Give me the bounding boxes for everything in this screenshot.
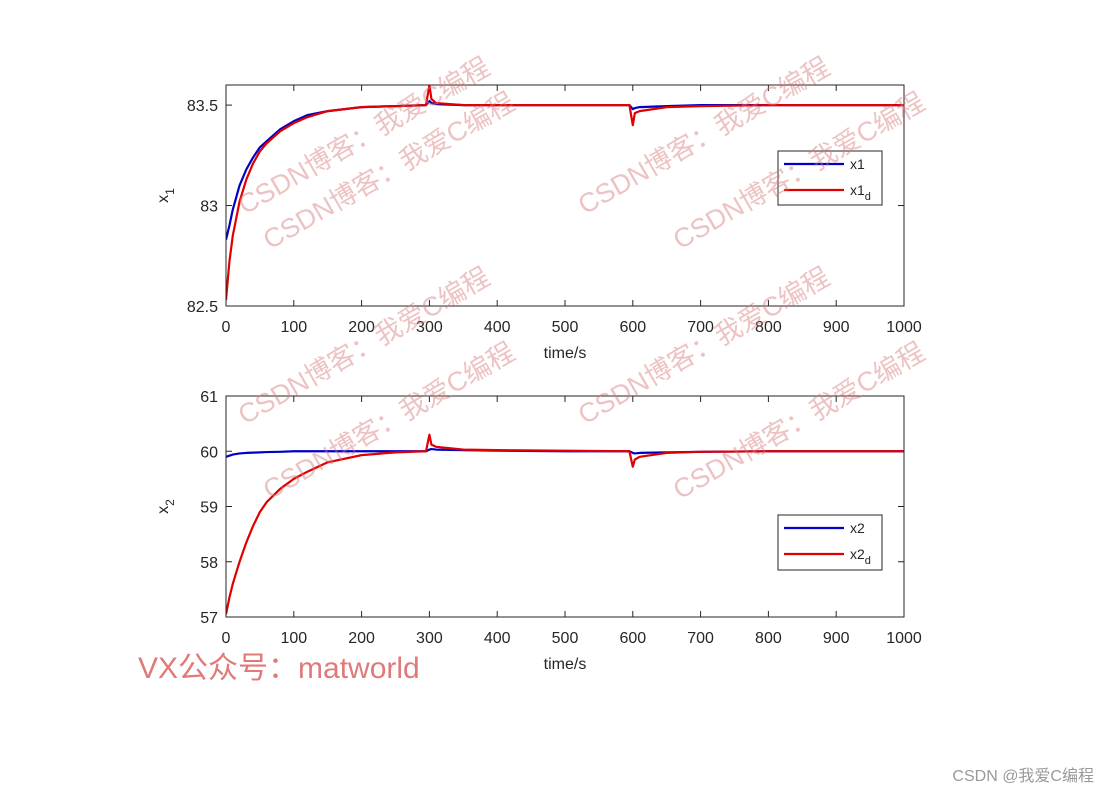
axes-frame <box>225 84 905 307</box>
x-tick-label: 300 <box>416 319 443 336</box>
legend-label: x1d <box>850 182 871 203</box>
x-tick-label: 900 <box>823 630 850 647</box>
y-axis-label-sub: 2 <box>163 499 177 506</box>
y-tick-label: 61 <box>200 389 218 406</box>
axes-frame <box>225 395 905 618</box>
data-line <box>226 447 904 458</box>
x-axis-label: time/s <box>544 656 587 673</box>
x-tick-label: 600 <box>619 319 646 336</box>
legend-name-sub: d <box>865 555 871 567</box>
legend-box <box>777 514 883 571</box>
legend-name: x1 <box>850 182 865 198</box>
legend-label: x2d <box>850 546 871 567</box>
legend-name: x2 <box>850 520 865 536</box>
x-tick-label: 800 <box>755 319 782 336</box>
footer-left: VX公众号：matworld <box>138 652 420 685</box>
y-tick-label: 83.5 <box>187 98 218 115</box>
x-tick-label: 500 <box>552 319 579 336</box>
x-tick-label: 100 <box>280 630 307 647</box>
x-tick-label: 400 <box>484 319 511 336</box>
x-tick-label: 200 <box>348 630 375 647</box>
x-tick-label: 400 <box>484 630 511 647</box>
x-tick-label: 600 <box>619 630 646 647</box>
y-axis-label-sub: 1 <box>163 188 177 195</box>
legend-box <box>777 150 883 206</box>
data-line <box>226 99 904 240</box>
axes: 0 100 200 300 400 500 600 700 800 900 1000 82.5 83 83… <box>155 84 922 362</box>
axes: 0 100 200 300 400 500 600 700 800 900 1000 57 58 59 60… <box>155 389 922 673</box>
x-tick-label: 700 <box>687 319 714 336</box>
data-line <box>226 85 904 301</box>
legend-name: x2 <box>850 546 865 562</box>
data-line <box>226 433 904 615</box>
legend-label: x2 <box>850 520 865 536</box>
y-axis-label: x1 <box>155 188 177 203</box>
x-tick-label: 0 <box>222 630 231 647</box>
y-tick-label: 82.5 <box>187 299 218 316</box>
y-axis-label-main: x <box>155 506 172 514</box>
y-tick-label: 60 <box>200 444 218 461</box>
x-axis-label: time/s <box>544 345 587 362</box>
y-axis-label: x2 <box>155 499 177 514</box>
x-tick-label: 900 <box>823 319 850 336</box>
x-tick-label: 300 <box>416 630 443 647</box>
x-tick-label: 700 <box>687 630 714 647</box>
legend-label: x1 <box>850 156 865 172</box>
plot-area <box>226 396 904 617</box>
x-tick-label: 800 <box>755 630 782 647</box>
y-tick-label: 83 <box>200 199 218 216</box>
x-tick-label: 200 <box>348 319 375 336</box>
y-tick-label: 59 <box>200 500 218 517</box>
x-tick-label: 1000 <box>886 319 922 336</box>
y-axis-label-main: x <box>155 195 172 203</box>
x-tick-label: 100 <box>280 319 307 336</box>
footer-right: CSDN @我爱C编程 <box>952 767 1094 785</box>
y-tick-label: 58 <box>200 555 218 572</box>
legend-name-sub: d <box>865 191 871 203</box>
x-tick-label: 1000 <box>886 630 922 647</box>
y-tick-label: 57 <box>200 610 218 627</box>
x-tick-label: 500 <box>552 630 579 647</box>
legend-name: x1 <box>850 156 865 172</box>
x-tick-label: 0 <box>222 319 231 336</box>
